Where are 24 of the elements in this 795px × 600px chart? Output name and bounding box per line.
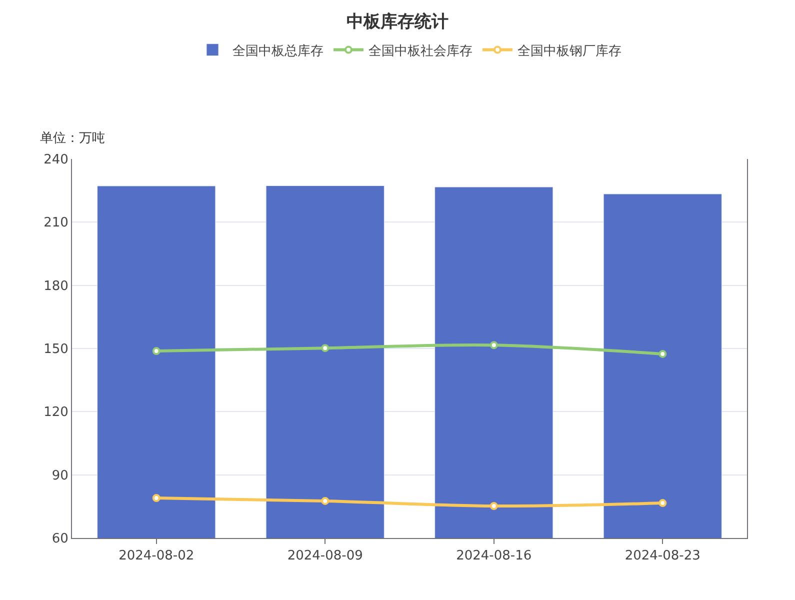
point: [152, 347, 160, 356]
legend-label: 全国中板总库存: [232, 44, 324, 59]
y-tick-label: 120: [44, 405, 68, 420]
point: [321, 496, 330, 505]
x-tick-label: 2024-08-02: [118, 548, 194, 564]
legend-label: 全国中板社会库存: [368, 44, 472, 59]
point: [152, 494, 160, 502]
point: [321, 344, 330, 352]
point: [490, 341, 498, 350]
y-tick-label: 150: [44, 342, 68, 358]
y-tick-label: 60: [52, 532, 68, 547]
y-axis-title: 单位：万吨: [40, 131, 105, 146]
point: [658, 350, 667, 358]
legend-label: 全国中板钢厂库存: [518, 44, 622, 59]
x-tick-label: 2024-08-16: [456, 548, 532, 564]
y-tick-label: 240: [44, 152, 68, 168]
y-tick-label: 210: [44, 216, 68, 231]
point: [490, 502, 498, 510]
point: [658, 499, 667, 508]
y-tick-label: 90: [52, 468, 68, 484]
chart-title: 中板库存统计: [346, 12, 448, 32]
x-tick-label: 2024-08-23: [624, 548, 700, 564]
x-tick-label: 2024-08-09: [287, 548, 363, 564]
y-tick-label: 180: [44, 278, 68, 294]
